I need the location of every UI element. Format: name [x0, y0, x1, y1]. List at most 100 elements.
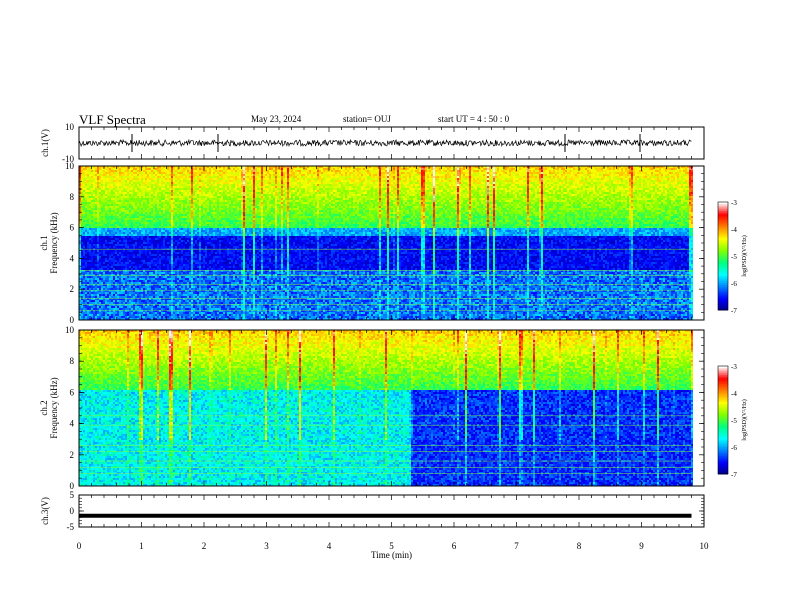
- spectrogram-cell: [95, 258, 97, 260]
- spectrogram-cell: [99, 294, 101, 296]
- spectrogram-cell: [125, 226, 127, 228]
- spectrogram-cell: [143, 316, 145, 318]
- spectrogram-cell: [117, 226, 119, 228]
- spectrogram-cell: [91, 190, 93, 192]
- spectrogram-cell: [103, 230, 105, 232]
- spectrogram-cell: [91, 210, 93, 212]
- spectrogram-cell: [91, 246, 93, 248]
- spectrogram-cell: [99, 264, 101, 266]
- spectrogram-cell: [85, 236, 87, 238]
- spectrogram-cell: [91, 300, 93, 302]
- spectrogram-cell: [125, 222, 127, 224]
- spectrogram-cell: [113, 312, 115, 314]
- spectrogram-cell: [97, 268, 99, 270]
- spectrogram-cell: [89, 238, 91, 240]
- spectrogram-cell: [103, 192, 105, 194]
- spectrogram-cell: [81, 246, 83, 248]
- spectrogram-cell: [147, 188, 149, 190]
- spectrogram-cell: [87, 186, 89, 188]
- spectrogram-cell: [125, 280, 127, 282]
- spectrogram-cell: [105, 182, 107, 184]
- spectrogram-cell: [119, 190, 121, 192]
- spectrogram-cell: [121, 260, 123, 262]
- spectrogram-cell: [93, 294, 95, 296]
- spectrogram-cell: [107, 170, 109, 172]
- spectrogram-cell: [113, 302, 115, 304]
- spectrogram-cell: [95, 230, 97, 232]
- spectrogram-cell: [107, 288, 109, 290]
- spectrogram-cell: [135, 272, 137, 274]
- spectrogram-cell: [131, 256, 133, 258]
- spectrogram-cell: [139, 198, 141, 200]
- spectrogram-cell: [93, 252, 95, 254]
- spectrogram-cell: [133, 218, 135, 220]
- spectrogram-cell: [87, 316, 89, 318]
- spectrogram-cell: [137, 196, 139, 198]
- spectrogram-cell: [85, 274, 87, 276]
- spectrogram-cell: [97, 258, 99, 260]
- spectrogram-cell: [145, 226, 147, 228]
- spectrogram-cell: [143, 268, 145, 270]
- spectrogram-cell: [139, 184, 141, 186]
- spectrogram-cell: [99, 256, 101, 258]
- spectrogram-cell: [107, 200, 109, 202]
- spectrogram-cell: [107, 230, 109, 232]
- spectrogram-cell: [135, 200, 137, 202]
- spectrogram-cell: [145, 180, 147, 182]
- spectrogram-cell: [87, 280, 89, 282]
- spectrogram-cell: [123, 246, 125, 248]
- spectrogram-cell: [109, 264, 111, 266]
- spectrogram-cell: [87, 218, 89, 220]
- spectrogram-cell: [129, 178, 131, 180]
- spectrogram-cell: [129, 202, 131, 204]
- spectrogram-cell: [87, 192, 89, 194]
- spectrogram-cell: [87, 256, 89, 258]
- spectrogram-cell: [99, 254, 101, 256]
- spectrogram-cell: [99, 274, 101, 276]
- spectrogram-cell: [105, 206, 107, 208]
- spectrogram-cell: [121, 188, 123, 190]
- spectrogram-cell: [137, 204, 139, 206]
- spectrogram-cell: [143, 296, 145, 298]
- spectrogram-cell: [109, 210, 111, 212]
- spectrogram-cell: [89, 252, 91, 254]
- spectrogram-cell: [123, 202, 125, 204]
- spectrogram-cell: [101, 312, 103, 314]
- spectrogram-cell: [119, 266, 121, 268]
- spectrogram-cell: [89, 200, 91, 202]
- spectrogram-cell: [101, 186, 103, 188]
- spectrogram-cell: [95, 256, 97, 258]
- spectrogram-cell: [101, 200, 103, 202]
- spectrogram-cell: [105, 256, 107, 258]
- spectrogram-cell: [89, 260, 91, 262]
- spectrogram-cell: [125, 262, 127, 264]
- spectrogram-cell: [121, 232, 123, 234]
- spectrogram-cell: [107, 196, 109, 198]
- spectrogram-cell: [109, 198, 111, 200]
- spectrogram-cell: [143, 292, 145, 294]
- spectrogram-cell: [119, 234, 121, 236]
- spectrogram-cell: [87, 216, 89, 218]
- spectrogram-cell: [101, 264, 103, 266]
- spectrogram-cell: [103, 266, 105, 268]
- spectrogram-cell: [145, 192, 147, 194]
- spectrogram-cell: [97, 278, 99, 280]
- spectrogram-cell: [133, 194, 135, 196]
- spectrogram-cell: [147, 176, 149, 178]
- spectrogram-cell: [95, 224, 97, 226]
- spectrogram-cell: [83, 238, 85, 240]
- spectrogram-cell: [145, 186, 147, 188]
- spectrogram-cell: [123, 260, 125, 262]
- spectrogram-cell: [115, 252, 117, 254]
- spectrogram-cell: [127, 258, 129, 260]
- spectrogram-cell: [95, 304, 97, 306]
- spectrogram-cell: [109, 308, 111, 310]
- spectrogram-cell: [121, 172, 123, 174]
- spectrogram-cell: [141, 198, 143, 200]
- spectrogram-cell: [135, 178, 137, 180]
- spectrogram-cell: [115, 258, 117, 260]
- spectrogram-cell: [135, 226, 137, 228]
- spectrogram-cell: [103, 282, 105, 284]
- spectrogram-cell: [87, 250, 89, 252]
- spectrogram-cell: [99, 186, 101, 188]
